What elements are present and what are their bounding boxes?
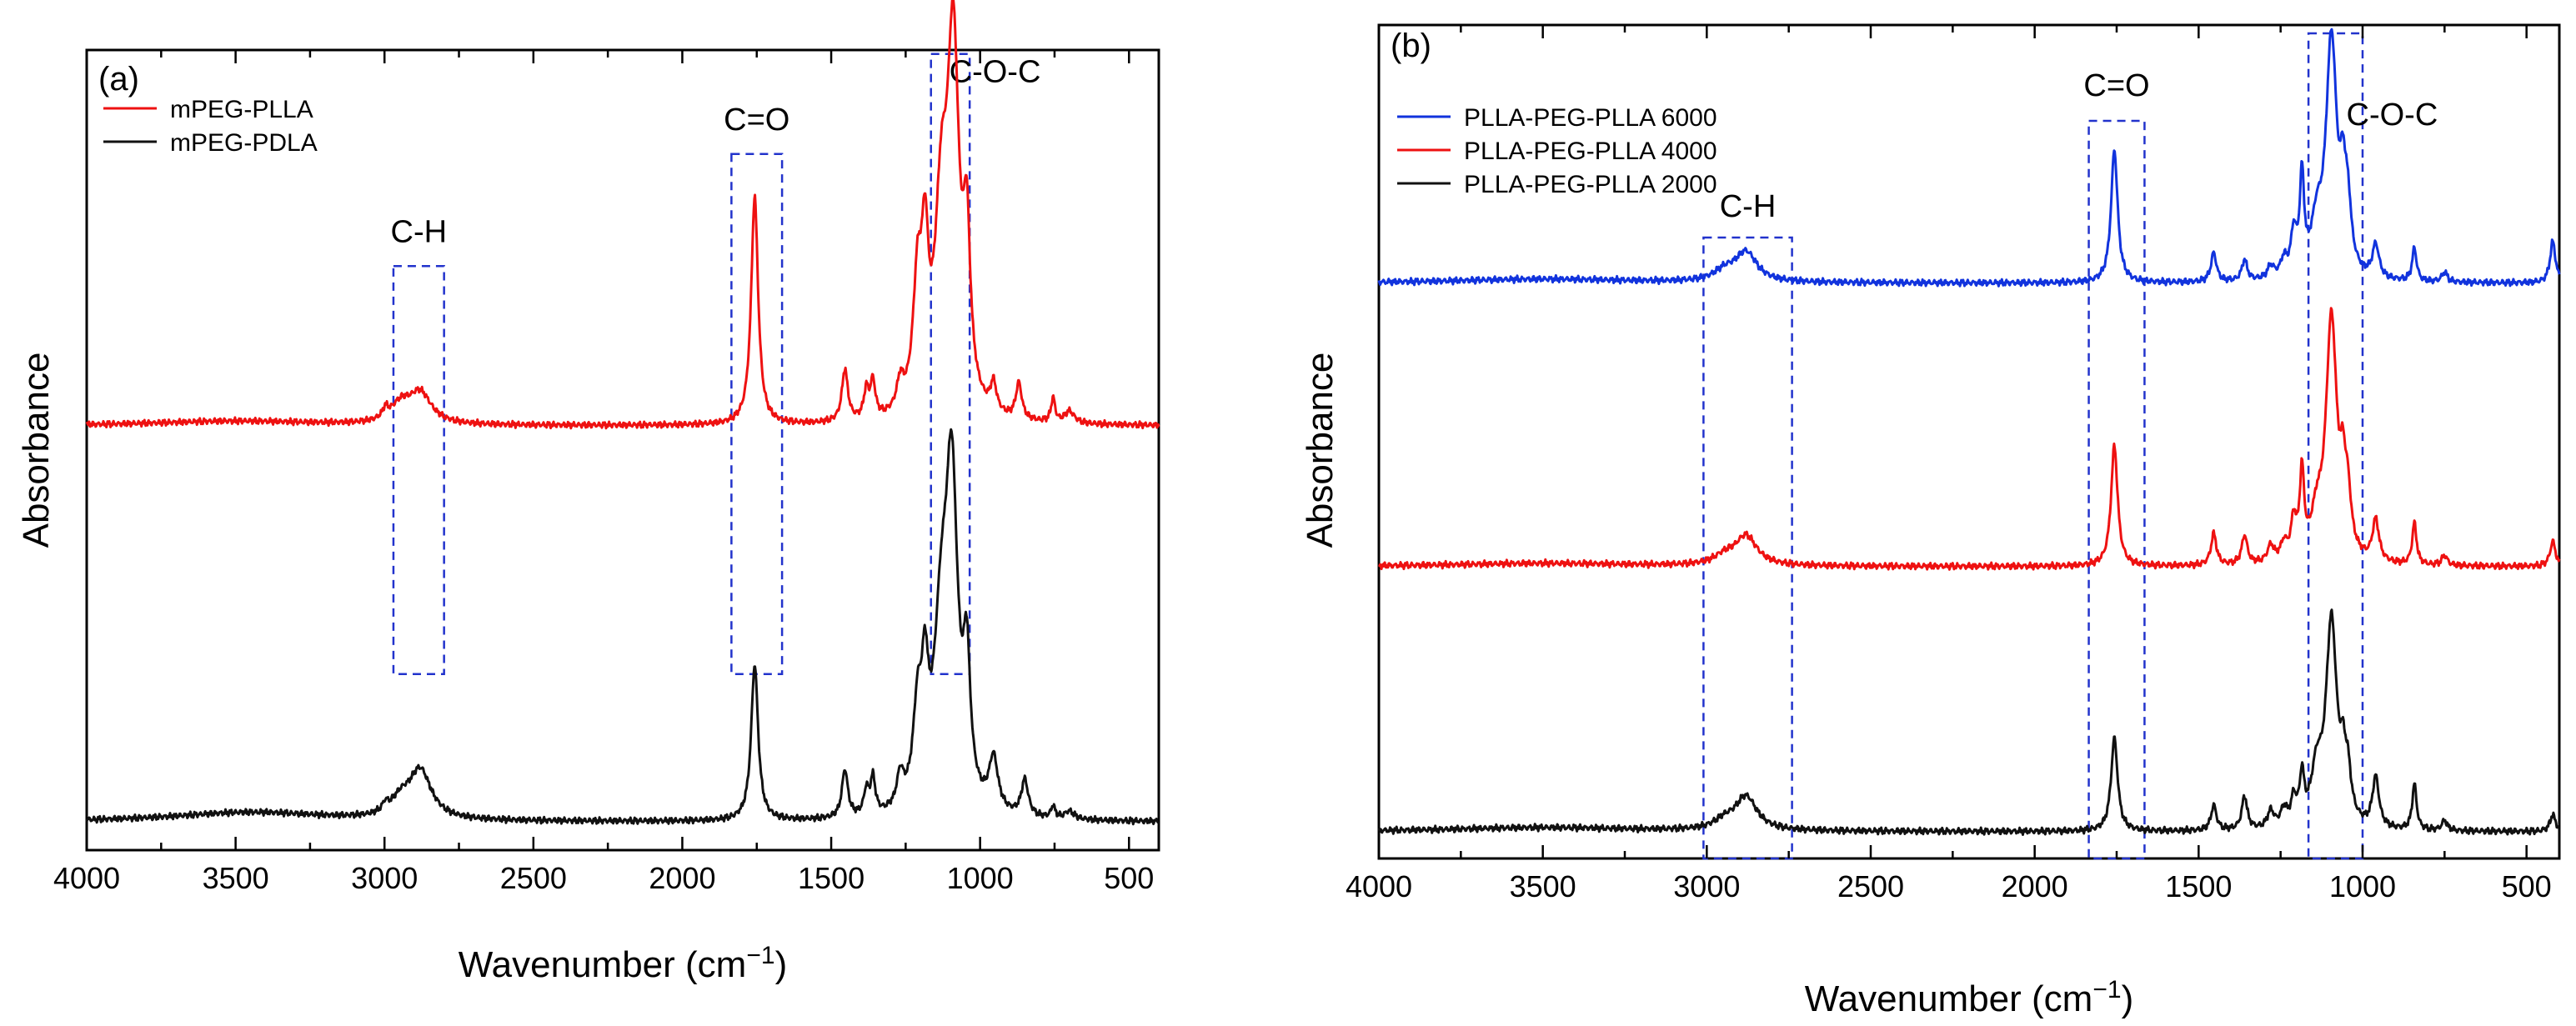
panel-b: C-H C=O C-O-C 4000 3500 3000 2500 2000 1500 1000… [1300, 23, 2561, 1019]
series-line [85, 428, 1160, 826]
x-tick-label: 1500 [798, 861, 865, 895]
x-tick-label: 3000 [351, 861, 418, 895]
annotation-label: C=O [724, 103, 789, 138]
x-tick-label: 3000 [1673, 869, 1740, 903]
x-tick-label: 4000 [1346, 869, 1412, 903]
annotation-label: C=O [2083, 68, 2149, 103]
series-group [85, 0, 1160, 826]
annotation-box [2307, 32, 2364, 860]
legend: PLLA-PEG-PLLA 6000 PLLA-PEG-PLLA 4000 PLLA… [1397, 104, 1717, 198]
panel-label: (a) [98, 61, 139, 98]
x-tick-label: 1000 [2329, 869, 2396, 903]
x-tick-label: 4000 [53, 861, 120, 895]
x-tick-label: 2000 [649, 861, 715, 895]
x-tick-label: 3500 [1510, 869, 1576, 903]
x-tick-label: 2500 [1837, 869, 1904, 903]
x-tick-label: 2000 [2002, 869, 2068, 903]
series-line [1377, 307, 2561, 571]
annotation-label: C-O-C [950, 54, 1041, 89]
x-tick-label: 2500 [500, 861, 567, 895]
legend-label: PLLA-PEG-PLLA 4000 [1464, 138, 1717, 165]
x-axis-ticks: 4000 3500 3000 2500 2000 1500 1000 500 [53, 50, 1154, 895]
x-axis-label: Wavenumber (cm−1) [459, 942, 787, 985]
x-tick-label: 3500 [203, 861, 269, 895]
annotation-label: C-H [1720, 189, 1777, 224]
series-line [85, 0, 1160, 430]
annotation-box [392, 264, 445, 676]
x-tick-label: 500 [2502, 869, 2552, 903]
legend-label: mPEG-PDLA [170, 129, 318, 157]
x-tick-label: 1000 [947, 861, 1014, 895]
legend-label: mPEG-PLLA [170, 96, 313, 123]
legend-label: PLLA-PEG-PLLA 2000 [1464, 171, 1717, 198]
annotation-box [1702, 236, 1793, 860]
x-axis-label: Wavenumber (cm−1) [1805, 976, 2133, 1019]
plot-frame [85, 48, 1160, 852]
y-axis-label: Absorbance [16, 353, 57, 548]
x-axis-ticks: 4000 3500 3000 2500 2000 1500 1000 500 [1346, 25, 2552, 903]
legend: mPEG-PLLA mPEG-PDLA [103, 96, 318, 157]
x-tick-label: 1500 [2165, 869, 2232, 903]
series-line [1377, 28, 2561, 288]
series-group [1377, 28, 2561, 836]
panel-label: (b) [1391, 28, 1431, 64]
annotation-group: C-H C=O C-O-C [1702, 32, 2438, 860]
panel-a: C-H C=O C-O-C 4000 3500 3000 2500 2000 1500 1000… [16, 0, 1160, 985]
series-line [1377, 608, 2560, 836]
annotation-box [930, 53, 971, 676]
annotation-label: C-H [391, 214, 448, 249]
legend-label: PLLA-PEG-PLLA 6000 [1464, 104, 1717, 132]
annotation-label: C-O-C [2347, 98, 2438, 133]
plot-frame [1377, 23, 2561, 860]
y-axis-label: Absorbance [1300, 353, 1341, 548]
annotation-group: C-H C=O C-O-C [391, 53, 1041, 676]
x-tick-label: 500 [1104, 861, 1154, 895]
